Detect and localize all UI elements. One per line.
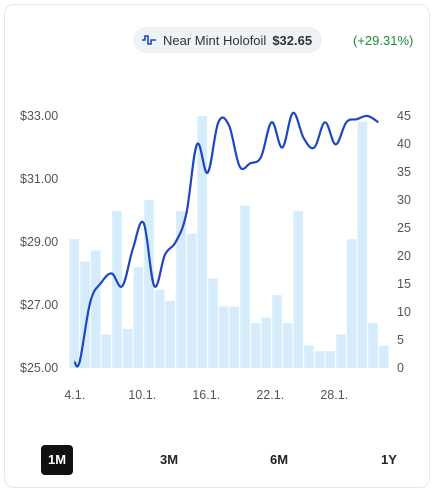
volume-bar <box>133 267 144 368</box>
y-right-tick-label: 25 <box>397 221 411 235</box>
price-line <box>73 111 379 368</box>
chart-legend[interactable]: Near Mint Holofoil $32.65 (+29.31%) <box>133 27 413 53</box>
volume-bar <box>304 345 314 368</box>
volume-bar <box>208 278 218 368</box>
volume-bar <box>261 317 272 368</box>
range-button-1y[interactable]: 1Y <box>381 452 397 467</box>
y-left-tick-label: $33.00 <box>20 109 58 123</box>
volume-bar <box>272 295 282 368</box>
x-tick-label: 10.1. <box>128 388 156 402</box>
y-right-tick-label: 0 <box>397 361 404 375</box>
x-tick-label: 16.1. <box>192 388 220 402</box>
volume-bar <box>378 345 389 368</box>
volume-bar <box>197 116 208 368</box>
range-selector: 1M 3M 6M 1Y <box>41 445 401 475</box>
volume-bar <box>176 211 186 368</box>
volume-bar <box>101 334 112 368</box>
y-left-tick-label: $29.00 <box>20 235 58 249</box>
x-tick-label: 22.1. <box>256 388 284 402</box>
y-right-tick-label: 5 <box>397 333 404 347</box>
volume-bar <box>293 211 304 368</box>
y-right-tick-label: 35 <box>397 165 411 179</box>
legend-change: (+29.31%) <box>353 32 414 48</box>
volume-bar <box>165 300 176 368</box>
volume-bar <box>314 351 325 368</box>
volume-bar <box>112 211 122 368</box>
volume-bar <box>229 306 240 368</box>
x-tick-label: 4.1. <box>64 388 85 402</box>
legend-price: $32.65 <box>272 32 313 48</box>
legend-series-name: Near Mint Holofoil <box>163 32 267 48</box>
volume-bar <box>240 205 250 368</box>
volume-bar <box>69 239 80 368</box>
volume-bar <box>218 306 229 368</box>
volume-bar <box>80 261 90 368</box>
range-button-3m[interactable]: 3M <box>159 452 179 467</box>
y-left-tick-label: $27.00 <box>20 298 58 312</box>
y-left-tick-label: $25.00 <box>20 361 58 375</box>
volume-bar <box>144 200 154 368</box>
range-button-1m[interactable]: 1M <box>41 445 73 475</box>
y-right-tick-label: 30 <box>397 193 411 207</box>
x-tick-label: 28.1. <box>320 388 348 402</box>
y-right-tick-label: 45 <box>397 109 411 123</box>
y-left-tick-label: $31.00 <box>20 172 58 186</box>
volume-bar <box>154 289 165 368</box>
y-right-tick-label: 10 <box>397 305 411 319</box>
y-right-tick-label: 20 <box>397 249 411 263</box>
volume-bar <box>336 334 346 368</box>
volume-bar <box>122 328 133 368</box>
volume-bar <box>325 351 336 368</box>
volume-bar <box>282 323 293 368</box>
volume-bar <box>186 233 197 368</box>
y-right-tick-label: 40 <box>397 137 411 151</box>
trend-line-icon <box>142 35 156 45</box>
volume-bar <box>346 239 357 368</box>
volume-bar <box>368 323 378 368</box>
y-right-tick-label: 15 <box>397 277 411 291</box>
range-button-6m[interactable]: 6M <box>269 452 289 467</box>
volume-bar <box>250 323 261 368</box>
volume-bar <box>357 121 368 368</box>
volume-bar <box>90 250 101 368</box>
